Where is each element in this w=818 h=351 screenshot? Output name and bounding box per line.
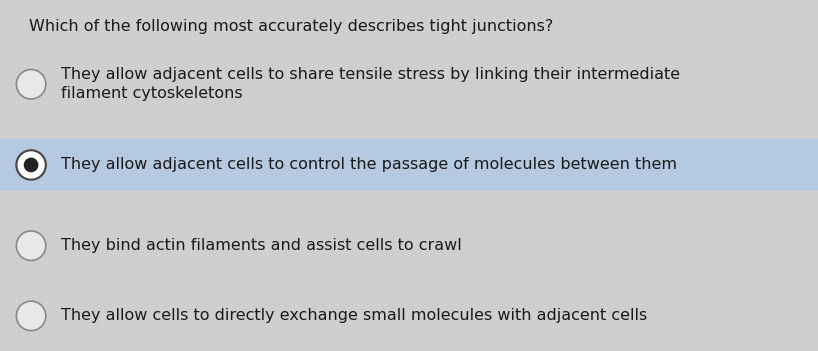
Ellipse shape [16, 301, 46, 331]
FancyBboxPatch shape [0, 139, 818, 191]
Text: They bind actin filaments and assist cells to crawl: They bind actin filaments and assist cel… [61, 238, 462, 253]
Text: They allow adjacent cells to control the passage of molecules between them: They allow adjacent cells to control the… [61, 158, 677, 172]
Ellipse shape [16, 231, 46, 260]
Ellipse shape [24, 158, 38, 172]
Text: They allow cells to directly exchange small molecules with adjacent cells: They allow cells to directly exchange sm… [61, 309, 648, 323]
Text: They allow adjacent cells to share tensile stress by linking their intermediate
: They allow adjacent cells to share tensi… [61, 67, 681, 101]
Ellipse shape [16, 69, 46, 99]
Ellipse shape [16, 150, 46, 180]
Text: Which of the following most accurately describes tight junctions?: Which of the following most accurately d… [29, 19, 553, 34]
